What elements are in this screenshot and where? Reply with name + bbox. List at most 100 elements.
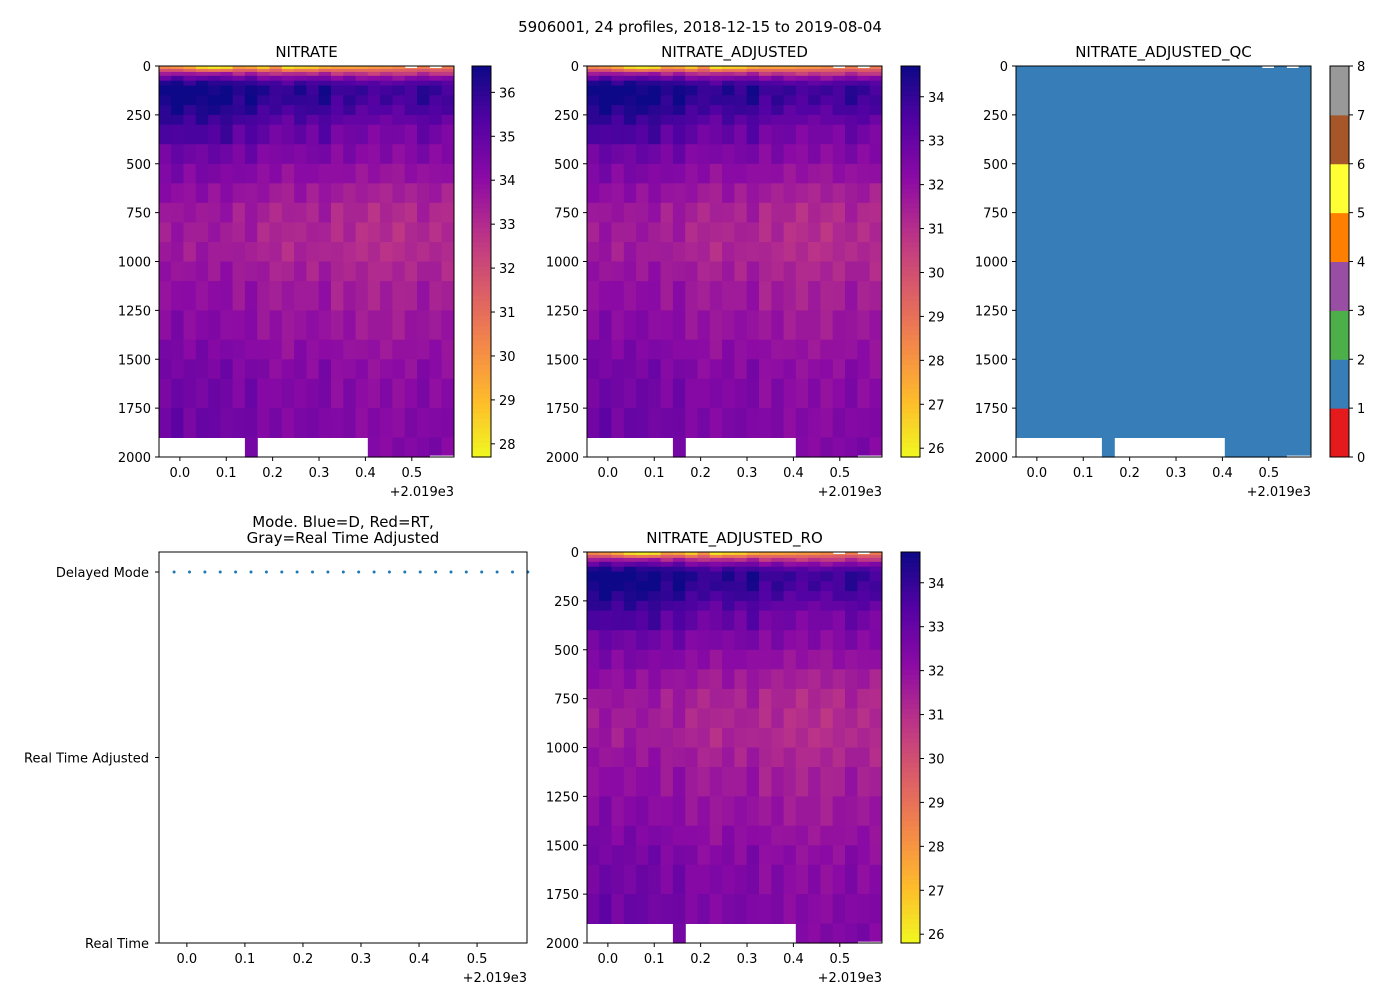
heatmap-cell [1212,163,1226,184]
heatmap-cell [294,281,307,311]
heatmap-cell [331,281,344,311]
heatmap-cell [1151,114,1164,126]
colorbar-segment [472,256,491,263]
heatmap-cell [746,202,760,223]
heatmap-cell [1040,183,1054,204]
heatmap-cell [722,80,735,87]
heatmap-cell [697,845,711,866]
heatmap-cell [1028,71,1042,77]
heatmap-cell [195,202,209,223]
heatmap-cell [759,561,772,568]
colorbar-segment [901,183,920,189]
heatmap-cell [636,222,649,243]
heatmap-cell [257,281,271,311]
heatmap-cell [746,68,760,73]
heatmap-cell [722,591,735,602]
heatmap-cell [685,75,699,82]
heatmap-cell [857,649,871,670]
heatmap-cell [771,864,785,895]
heatmap-cell [1286,437,1300,456]
heatmap-cell [244,437,258,458]
heatmap-cell [623,144,637,165]
colorbar-tick-label: 33 [928,621,945,636]
heatmap-cell [734,163,748,184]
heatmap-cell [1163,66,1177,70]
heatmap-cell [611,242,625,263]
heatmap-cell [1089,114,1103,126]
heatmap-cell [1089,124,1103,145]
heatmap-cell [783,557,797,563]
heatmap-cell [1138,310,1152,341]
heatmap-cell [869,75,883,82]
colorbar-segment [901,649,920,656]
heatmap-cell [1200,359,1214,380]
heatmap-cell [636,649,649,670]
colorbar-segment [472,300,491,307]
heatmap-cell [1298,261,1312,282]
heatmap-cell [318,163,332,184]
heatmap-cell [648,708,662,729]
heatmap-cell [832,747,846,768]
heatmap-cell [672,66,686,70]
heatmap-cell [417,339,430,360]
heatmap-cell [623,66,637,70]
colorbar-segment [901,776,920,783]
heatmap-cell [771,242,785,263]
heatmap-cell [697,571,711,582]
heatmap-cell [623,591,637,602]
heatmap-cell [1224,183,1238,204]
heatmap-cell [1249,68,1263,73]
heatmap-cell [1040,85,1054,96]
colorbar-segment [901,315,920,321]
heatmap-cell [611,144,625,165]
heatmap-cell [1114,339,1128,360]
heatmap-cell [685,669,699,690]
heatmap-cell [355,261,369,282]
heatmap-cell [343,339,357,360]
heatmap-cell [220,261,234,282]
heatmap-cell [586,359,600,380]
heatmap-cell [832,796,846,827]
heatmap-cell [1151,144,1164,165]
heatmap-cell [709,95,723,106]
heatmap-cell [343,359,357,380]
heatmap-cell [1040,66,1054,70]
heatmap-cell [795,242,809,263]
colorbar-segment [901,703,920,709]
heatmap-cell [1200,75,1214,82]
colorbar-frame [900,551,921,944]
heatmap-cell [808,114,821,126]
heatmap-cell [1114,281,1128,311]
colorbar-tick-label: 27 [928,398,945,413]
heatmap-cell [783,561,797,568]
heatmap-cell [586,85,600,96]
heatmap-cell [331,114,344,126]
heatmap-cell [697,163,711,184]
heatmap-cell [845,557,858,563]
heatmap-cell [1040,242,1054,263]
heatmap-cell [331,183,344,204]
heatmap-cell [220,75,234,82]
heatmap-cell [845,68,858,73]
heatmap-cell [648,281,662,311]
heatmap-cell [404,68,418,70]
heatmap-cell [281,261,295,282]
heatmap-cell [269,310,283,341]
heatmap-cell [1261,75,1275,82]
heatmap-cell [1200,242,1214,263]
colorbar-segment [472,388,491,395]
heatmap-cell [331,95,344,106]
heatmap-cell [734,95,748,106]
heatmap-cell [1286,261,1300,282]
colorbar-segment [901,771,920,778]
heatmap-cell [1224,378,1238,409]
heatmap-cell [722,114,735,126]
colorbar-segment [901,310,920,316]
heatmap-cell [1188,75,1201,82]
heatmap-cell [367,261,381,282]
heatmap-cell [636,630,649,651]
heatmap-cell [636,554,649,559]
heatmap-cell [808,408,821,438]
heatmap-cell [1163,202,1177,223]
heatmap-cell [158,163,172,184]
